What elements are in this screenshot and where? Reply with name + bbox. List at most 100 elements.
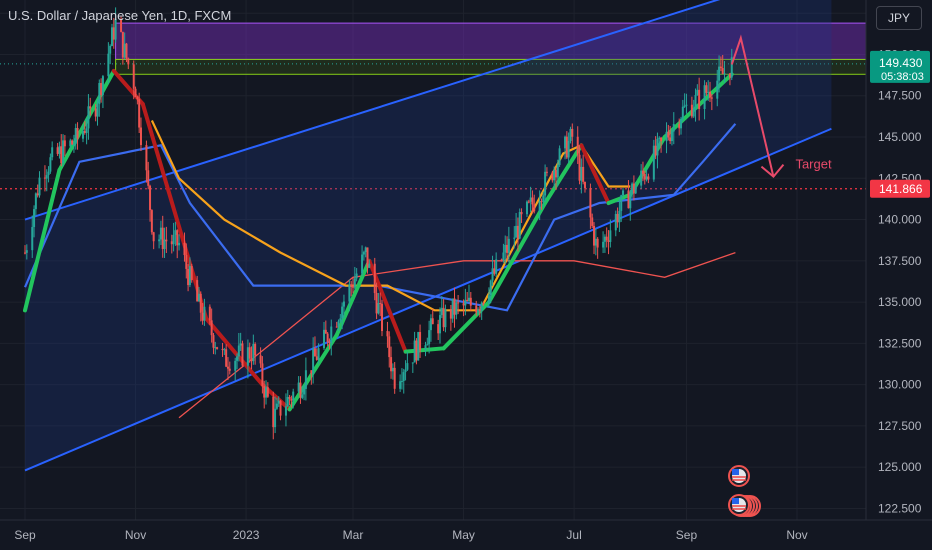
candle-body xyxy=(556,165,559,178)
candle-body xyxy=(660,137,663,142)
projection-line xyxy=(730,34,775,177)
candle-body xyxy=(466,299,469,302)
candle-body xyxy=(529,197,532,202)
candle-body xyxy=(527,201,530,203)
candle-body xyxy=(438,315,441,334)
candle-body xyxy=(478,309,481,311)
candle-body xyxy=(690,104,693,117)
candle-body xyxy=(652,145,655,180)
candle-body xyxy=(658,137,661,139)
price-axis-bg xyxy=(866,0,932,550)
candle-body xyxy=(109,45,112,54)
candle-body xyxy=(424,345,427,350)
candle-body xyxy=(158,239,161,242)
candle-body xyxy=(49,157,52,172)
candle-body xyxy=(136,97,139,100)
price-axis[interactable]: 152.500150.000147.500145.000142.500140.0… xyxy=(865,0,932,550)
candle-body xyxy=(672,124,675,132)
candle-body xyxy=(569,128,572,141)
candle-body xyxy=(328,341,331,343)
candle-body xyxy=(698,89,701,110)
candle-body xyxy=(469,297,472,306)
candle-body xyxy=(178,242,181,246)
time-axis-bg xyxy=(0,520,932,550)
candle-body xyxy=(462,303,465,306)
candle-body xyxy=(125,43,128,59)
candle-body xyxy=(656,138,659,156)
candle-body xyxy=(399,381,402,389)
time-tick-label: Nov xyxy=(125,528,146,542)
projection-arrow[interactable]: Target xyxy=(730,34,832,179)
candle-body xyxy=(627,190,630,209)
candle-body xyxy=(310,370,313,374)
candle-body xyxy=(643,173,646,180)
candle-body xyxy=(578,154,581,181)
candle-body xyxy=(187,268,190,286)
candle-body xyxy=(134,88,137,98)
candle-body xyxy=(159,227,162,240)
candle-body xyxy=(83,130,86,133)
candle-body xyxy=(24,252,26,254)
candle-body xyxy=(81,130,84,139)
candle-body xyxy=(647,176,650,180)
candle-body xyxy=(709,91,712,98)
time-tick-label: 2023 xyxy=(233,528,260,542)
candle-body xyxy=(381,303,384,332)
candle-body xyxy=(583,181,586,189)
candle-body xyxy=(31,227,34,251)
candle-body xyxy=(616,213,619,223)
current-price-value: 149.430 xyxy=(879,56,923,70)
candle-body xyxy=(364,247,367,253)
candle-body xyxy=(261,363,264,386)
candle-body xyxy=(301,394,304,398)
symbol-title[interactable]: U.S. Dollar / Japanese Yen, 1D, FXCM xyxy=(8,8,232,23)
candle-body xyxy=(163,239,166,250)
ma-fast-segment xyxy=(403,346,446,354)
candle-body xyxy=(56,147,59,154)
candle-body xyxy=(96,104,99,117)
candle-body xyxy=(504,244,507,253)
candle-body xyxy=(237,345,240,357)
candle-body xyxy=(417,332,420,361)
time-axis[interactable]: Sep Nov 2023 Mar May Jul Sep Nov xyxy=(0,519,932,550)
candle-body xyxy=(667,131,670,138)
candle-body xyxy=(591,217,594,226)
candle-body xyxy=(402,372,405,382)
candle-body xyxy=(609,230,612,242)
ma-fast-segment xyxy=(140,102,209,321)
event-marker-us-1[interactable] xyxy=(728,465,750,487)
candle-body xyxy=(234,360,237,371)
candle-body xyxy=(304,370,307,389)
candle-body xyxy=(139,127,142,146)
candle-body xyxy=(214,347,217,349)
candle-body xyxy=(226,366,229,369)
candle-body xyxy=(149,185,152,211)
candle-body xyxy=(477,309,480,313)
time-tick-label: Jul xyxy=(566,528,581,542)
candle-body xyxy=(515,225,518,238)
candle-body xyxy=(641,170,644,174)
candle-body xyxy=(176,230,179,246)
candle-body xyxy=(620,195,623,211)
candle-body xyxy=(288,397,291,399)
candle-body xyxy=(596,238,599,248)
candle-body xyxy=(516,225,519,239)
candle-body xyxy=(45,175,48,179)
ma-fast-segment xyxy=(579,143,611,206)
candle-body xyxy=(85,128,88,133)
candle-body xyxy=(670,131,673,142)
candle-body xyxy=(58,146,61,154)
candle-body xyxy=(580,166,583,181)
currency-button[interactable]: JPY xyxy=(876,6,922,30)
candle-body xyxy=(265,387,268,398)
candle-body xyxy=(208,306,211,321)
candle-body xyxy=(299,382,302,398)
time-tick-label: Mar xyxy=(343,528,364,542)
event-markers[interactable] xyxy=(728,465,761,517)
candle-body xyxy=(531,197,534,205)
event-marker-us-2[interactable] xyxy=(728,494,750,516)
candle-body xyxy=(589,188,592,218)
candle-body xyxy=(429,318,432,331)
